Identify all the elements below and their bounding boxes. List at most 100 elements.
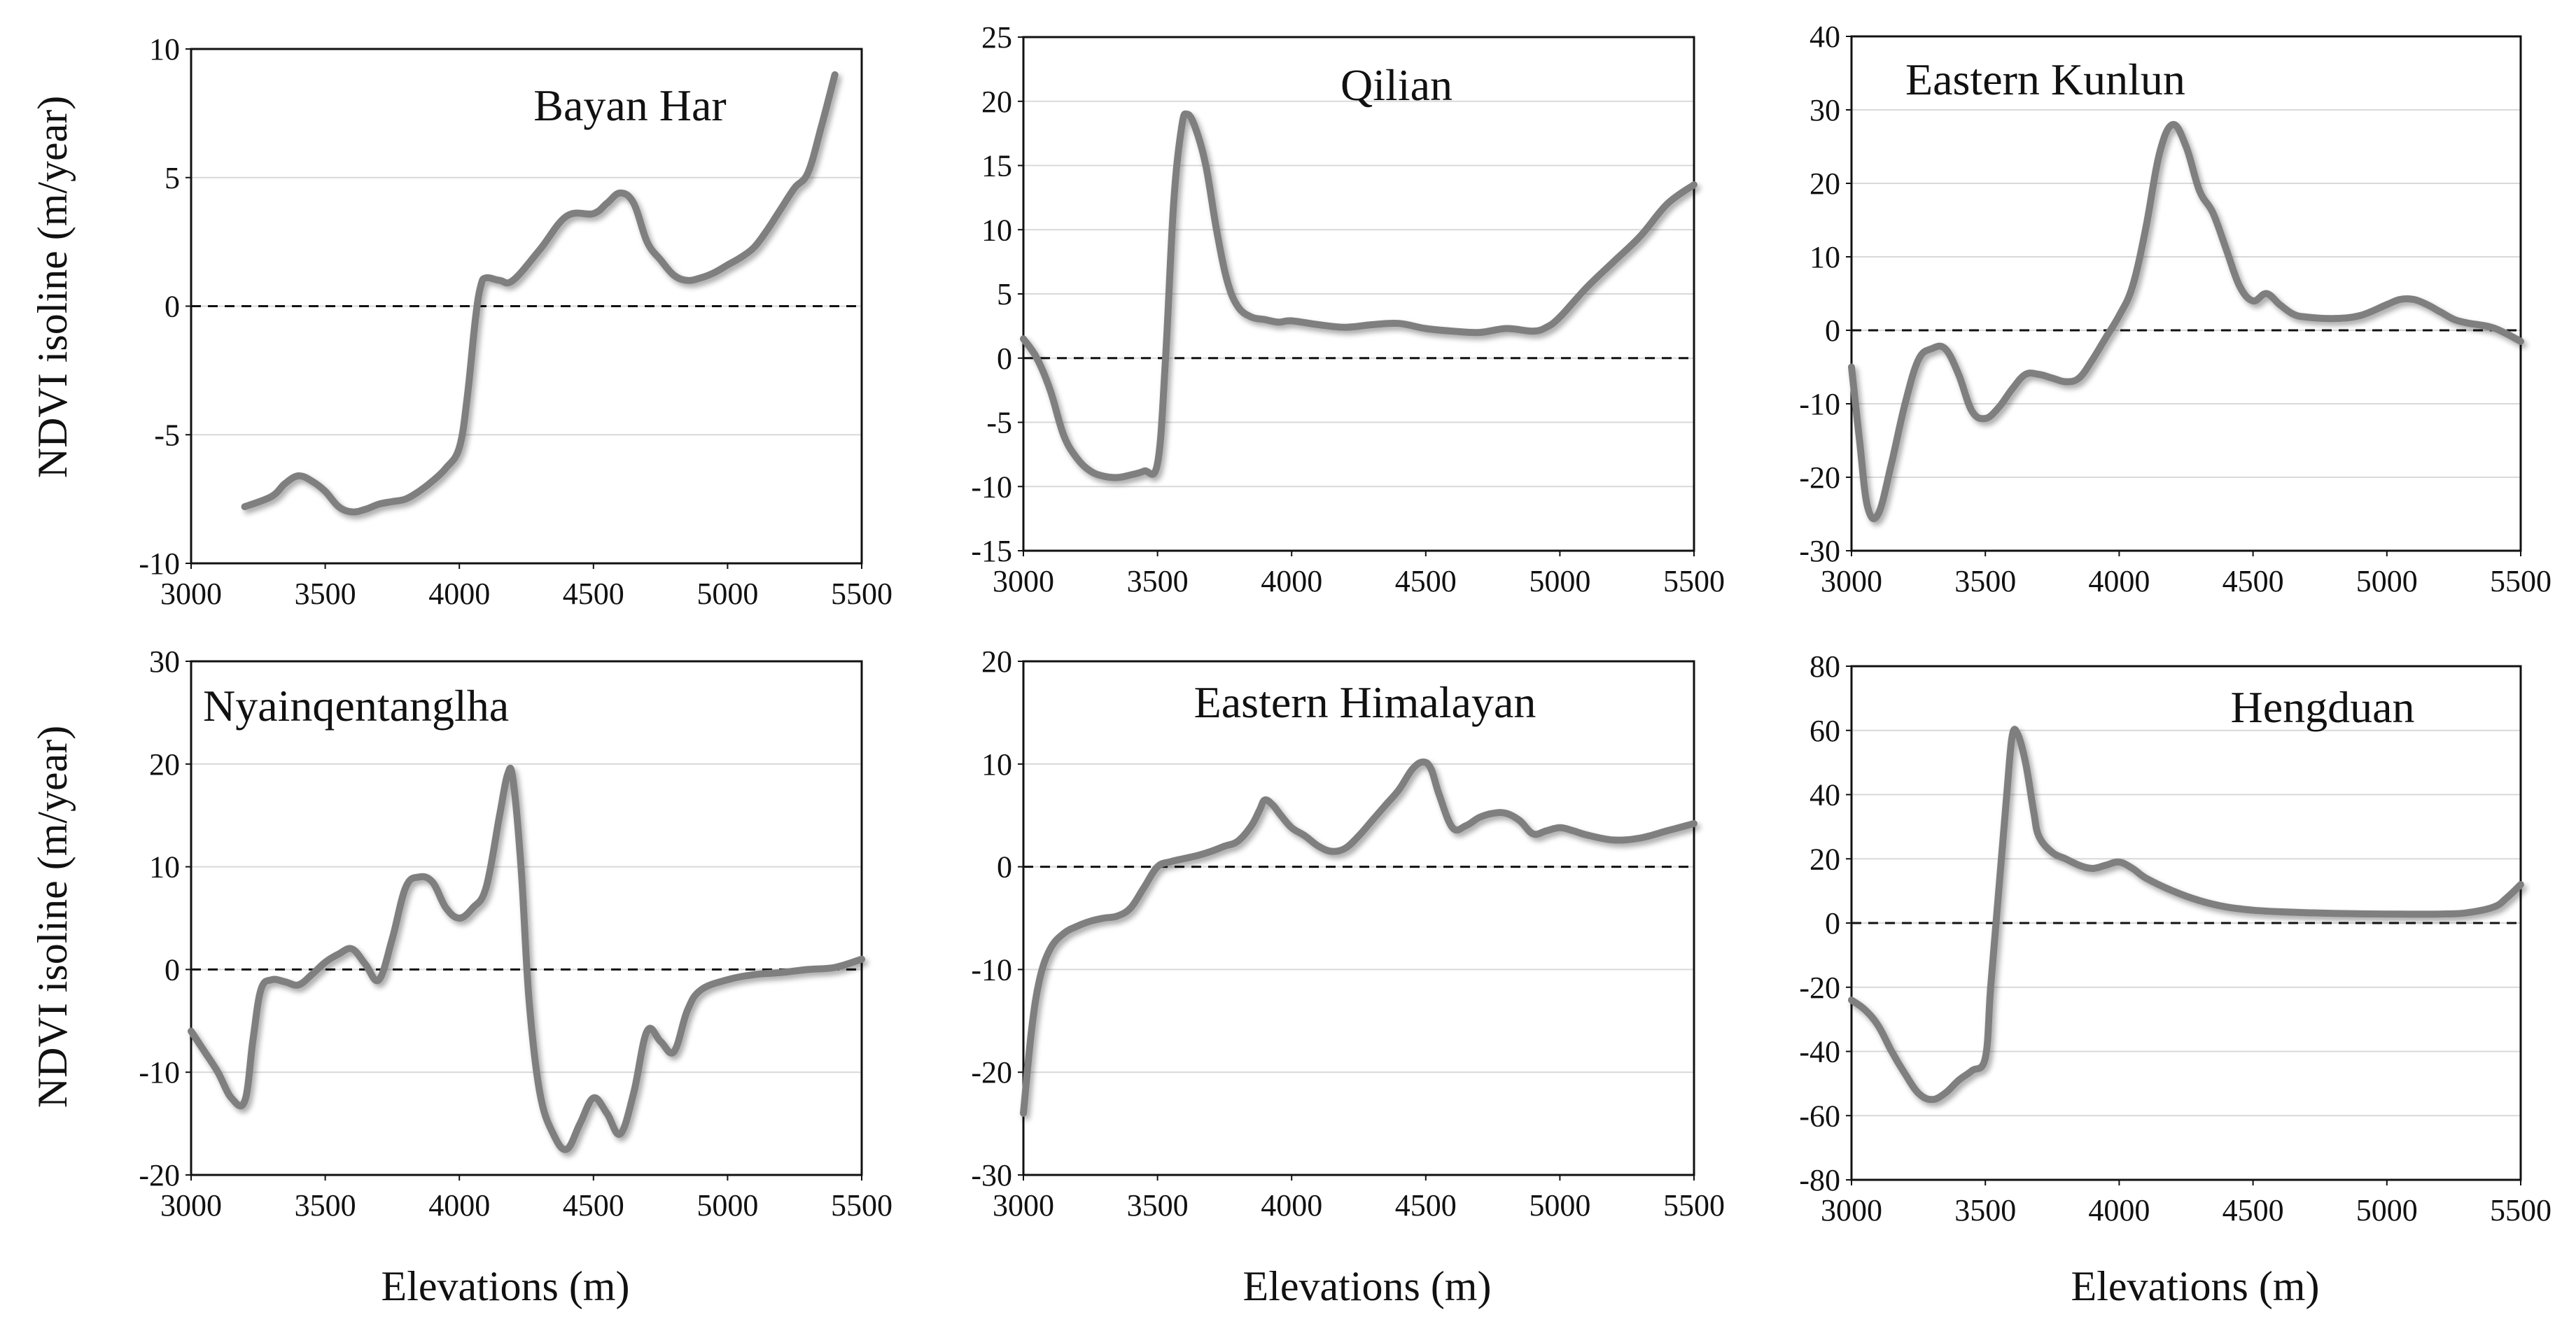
x-tick-label: 5000 bbox=[1529, 1188, 1590, 1223]
y-tick-label: 0 bbox=[164, 290, 180, 324]
y-tick-label: -40 bbox=[1799, 1035, 1840, 1069]
x-tick-label: 3000 bbox=[160, 1188, 222, 1223]
y-tick-label: -10 bbox=[139, 1055, 180, 1090]
x-tick-label: 4000 bbox=[1261, 1188, 1322, 1223]
x-tick-label: 3000 bbox=[993, 564, 1054, 598]
chart-title: Eastern Himalayan bbox=[1194, 677, 1536, 727]
y-tick-label: -60 bbox=[1799, 1099, 1840, 1133]
y-axis-label-top: NDVI isoline (m/year) bbox=[29, 96, 76, 479]
series-line bbox=[1848, 726, 2524, 1104]
series-line bbox=[188, 764, 865, 1153]
x-tick-label: 5500 bbox=[1663, 1188, 1725, 1223]
x-tick-label: 3500 bbox=[295, 577, 356, 611]
chart-title: Qilian bbox=[1340, 60, 1452, 110]
x-tick-label: 4000 bbox=[428, 577, 490, 611]
y-tick-label: -15 bbox=[971, 534, 1012, 568]
y-tick-label: -10 bbox=[1799, 387, 1840, 421]
x-tick-label: 3500 bbox=[1954, 564, 2016, 598]
y-tick-label: 20 bbox=[981, 85, 1012, 119]
x-tick-label: 3500 bbox=[1127, 1188, 1189, 1223]
x-tick-label: 5500 bbox=[1663, 564, 1725, 598]
plot-frame bbox=[190, 660, 863, 1176]
y-tick-label: 10 bbox=[1809, 240, 1840, 274]
x-axis-label-2: Elevations (m) bbox=[1243, 1263, 1492, 1309]
x-tick-label: 3500 bbox=[1954, 1193, 2016, 1227]
y-tick-label: -5 bbox=[986, 406, 1012, 440]
x-tick-label: 4000 bbox=[428, 1188, 490, 1223]
y-tick-label: 0 bbox=[1825, 314, 1840, 348]
y-tick-label: -10 bbox=[139, 547, 180, 581]
x-tick-label: 5000 bbox=[696, 577, 758, 611]
series-line bbox=[1020, 758, 1698, 1117]
y-tick-label: -5 bbox=[154, 418, 180, 452]
y-tick-label: 10 bbox=[981, 213, 1012, 247]
chart-title: Bayan Har bbox=[533, 80, 726, 130]
x-tick-label: 4500 bbox=[563, 577, 624, 611]
y-tick-label: 40 bbox=[1809, 778, 1840, 812]
y-tick-label: 20 bbox=[149, 747, 180, 782]
y-tick-label: 80 bbox=[1809, 649, 1840, 684]
y-tick-label: -20 bbox=[971, 1055, 1012, 1090]
x-tick-label: 4000 bbox=[1261, 564, 1322, 598]
x-tick-label: 5000 bbox=[2356, 1193, 2418, 1227]
y-tick-label: 20 bbox=[1809, 167, 1840, 201]
y-tick-label: -20 bbox=[1799, 971, 1840, 1005]
y-tick-label: -10 bbox=[971, 952, 1012, 987]
series-line bbox=[1020, 110, 1698, 481]
y-tick-label: -10 bbox=[971, 470, 1012, 504]
x-tick-label: 3000 bbox=[1821, 564, 1882, 598]
x-tick-label: 5000 bbox=[696, 1188, 758, 1223]
y-tick-label: 5 bbox=[997, 277, 1012, 311]
y-tick-label: 0 bbox=[997, 341, 1012, 376]
x-tick-label: 4000 bbox=[2088, 564, 2150, 598]
y-tick-label: -30 bbox=[971, 1158, 1012, 1192]
y-tick-label: 30 bbox=[149, 645, 180, 679]
x-tick-label: 5500 bbox=[831, 577, 892, 611]
x-tick-label: 5500 bbox=[2490, 564, 2552, 598]
x-tick-label: 4500 bbox=[563, 1188, 624, 1223]
y-tick-label: 20 bbox=[1809, 842, 1840, 876]
y-tick-label: 10 bbox=[149, 32, 180, 66]
y-tick-label: 0 bbox=[164, 952, 180, 987]
plot-frame bbox=[1850, 35, 2522, 552]
y-tick-label: 40 bbox=[1809, 20, 1840, 54]
chart-title: Hengduan bbox=[2230, 682, 2414, 732]
chart-title: Eastern Kunlun bbox=[1905, 55, 2185, 104]
y-tick-label: 25 bbox=[981, 20, 1012, 55]
x-tick-label: 5000 bbox=[1529, 564, 1590, 598]
series-line bbox=[1848, 120, 2524, 523]
y-tick-label: 20 bbox=[981, 645, 1012, 679]
x-tick-label: 4500 bbox=[2222, 1193, 2284, 1227]
x-tick-label: 3500 bbox=[295, 1188, 356, 1223]
x-tick-label: 4000 bbox=[2088, 1193, 2150, 1227]
y-tick-label: 10 bbox=[149, 850, 180, 885]
y-tick-label: 10 bbox=[981, 747, 1012, 782]
x-tick-label: 4500 bbox=[2222, 564, 2284, 598]
x-tick-label: 5000 bbox=[2356, 564, 2418, 598]
y-tick-label: -20 bbox=[139, 1158, 180, 1192]
x-tick-label: 5500 bbox=[2490, 1193, 2552, 1227]
x-tick-label: 3000 bbox=[1821, 1193, 1882, 1227]
y-tick-label: 0 bbox=[997, 850, 1012, 885]
y-tick-label: -80 bbox=[1799, 1163, 1840, 1197]
plot-frame bbox=[1022, 660, 1695, 1176]
x-axis-label-3: Elevations (m) bbox=[2071, 1263, 2320, 1309]
y-tick-label: 15 bbox=[981, 149, 1012, 183]
y-tick-label: 60 bbox=[1809, 714, 1840, 748]
x-tick-label: 5500 bbox=[831, 1188, 892, 1223]
y-tick-label: 30 bbox=[1809, 93, 1840, 127]
x-tick-label: 4500 bbox=[1395, 564, 1457, 598]
series-line bbox=[241, 71, 839, 516]
y-tick-label: -30 bbox=[1799, 534, 1840, 568]
x-axis-label-1: Elevations (m) bbox=[382, 1263, 630, 1309]
y-axis-label-bottom: NDVI isoline (m/year) bbox=[29, 726, 76, 1108]
y-tick-label: -20 bbox=[1799, 460, 1840, 495]
y-tick-label: 0 bbox=[1825, 906, 1840, 941]
